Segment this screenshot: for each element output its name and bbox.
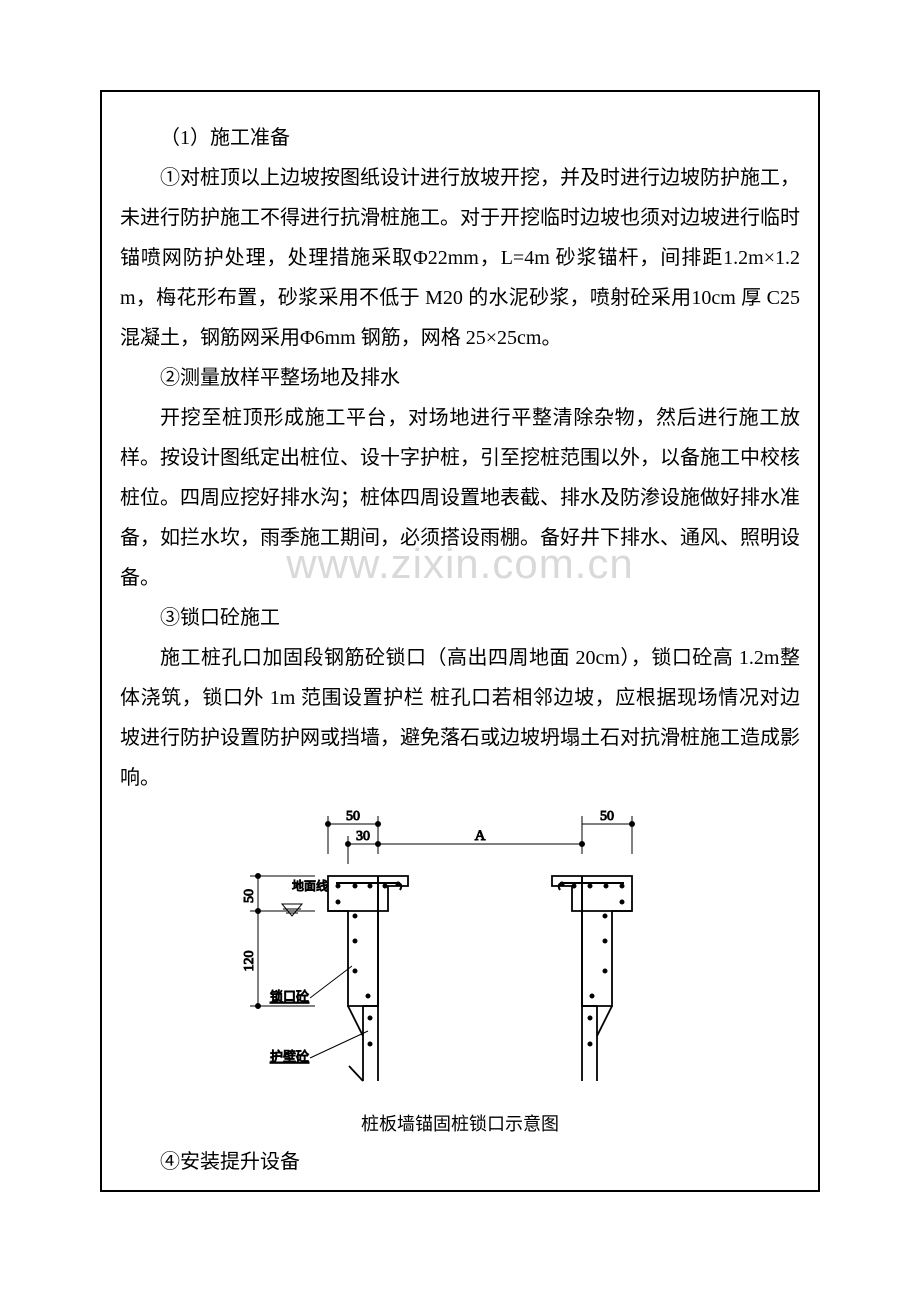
figure-caption: 桩板墙锚固桩锁口示意图 (120, 1106, 800, 1142)
section-heading: （1）施工准备 (120, 118, 800, 158)
dim-30: 30 (356, 829, 370, 844)
dim-v50: 50 (242, 889, 257, 903)
paragraph-2-title: ②测量放样平整场地及排水 (120, 358, 800, 398)
paragraph-3-title: ③锁口砼施工 (120, 598, 800, 638)
lock-collar-label: 锁口砼 (270, 989, 309, 1004)
dim-A: A (475, 828, 486, 844)
dim-50-left: 50 (346, 809, 360, 824)
figure: 50 30 A (220, 806, 700, 1100)
paragraph-2-body: 开挖至桩顶形成施工平台，对场地进行平整清除杂物，然后进行施工放样。按设计图纸定出… (120, 398, 800, 598)
paragraph-3-body: 施工桩孔口加固段钢筋砼锁口（高出四周地面 20cm），锁口砼高 1.2m整体浇筑… (120, 638, 800, 798)
figure-wrap: 50 30 A (120, 806, 800, 1142)
paragraph-4: ④安装提升设备 (120, 1142, 800, 1182)
lock-collar-diagram: 50 30 A (220, 806, 700, 1086)
paragraph-1: ①对桩顶以上边坡按图纸设计进行放坡开挖，并及时进行边坡防护施工，未进行防护施工不… (120, 158, 800, 358)
dim-50-right: 50 (600, 809, 614, 824)
dim-v120: 120 (242, 951, 257, 972)
ground-label: 地面线 (292, 879, 328, 893)
document-content: （1）施工准备 ①对桩顶以上边坡按图纸设计进行放坡开挖，并及时进行边坡防护施工，… (100, 90, 820, 1202)
wall-label: 护壁砼 (270, 1049, 309, 1064)
